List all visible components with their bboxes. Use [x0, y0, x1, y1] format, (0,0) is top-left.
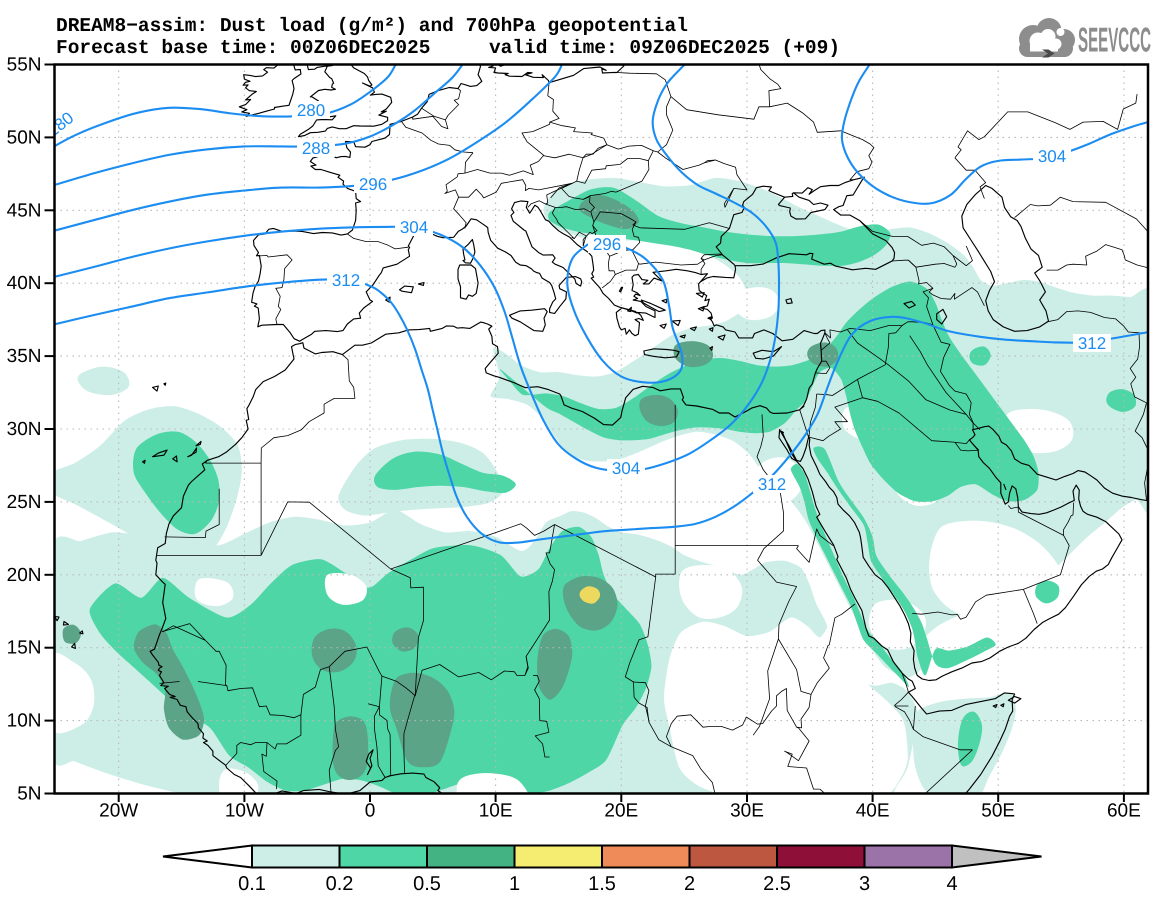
svg-text:35N: 35N	[7, 346, 42, 367]
svg-text:304: 304	[612, 459, 640, 478]
svg-text:296: 296	[593, 235, 621, 254]
svg-text:10N: 10N	[7, 711, 42, 732]
svg-text:3: 3	[859, 873, 870, 895]
svg-text:4: 4	[946, 873, 957, 895]
svg-text:10W: 10W	[225, 801, 264, 822]
svg-text:2: 2	[684, 873, 695, 895]
svg-text:60E: 60E	[1107, 801, 1141, 822]
svg-text:1.5: 1.5	[588, 873, 616, 895]
svg-text:0.1: 0.1	[238, 873, 266, 895]
svg-text:10E: 10E	[479, 801, 513, 822]
svg-text:312: 312	[1078, 334, 1106, 353]
svg-text:SEEVCCC: SEEVCCC	[1078, 22, 1151, 60]
svg-text:296: 296	[359, 175, 387, 194]
svg-text:1: 1	[509, 873, 520, 895]
svg-text:20W: 20W	[99, 801, 138, 822]
svg-text:0: 0	[365, 801, 376, 822]
svg-text:288: 288	[302, 139, 330, 158]
svg-text:50N: 50N	[7, 127, 42, 148]
svg-text:312: 312	[758, 475, 786, 494]
svg-text:15N: 15N	[7, 638, 42, 659]
svg-text:312: 312	[332, 271, 360, 290]
svg-text:25N: 25N	[7, 492, 42, 513]
svg-text:40E: 40E	[856, 801, 890, 822]
svg-text:0.5: 0.5	[413, 873, 441, 895]
svg-text:Forecast base time: 00Z06DEC20: Forecast base time: 00Z06DEC2025 valid t…	[56, 37, 840, 59]
svg-text:5N: 5N	[17, 784, 41, 805]
svg-text:20N: 20N	[7, 565, 42, 586]
svg-text:40N: 40N	[7, 273, 42, 294]
svg-text:20E: 20E	[604, 801, 638, 822]
svg-text:50E: 50E	[981, 801, 1015, 822]
svg-text:45N: 45N	[7, 200, 42, 221]
svg-text:304: 304	[400, 218, 428, 237]
svg-text:0.2: 0.2	[326, 873, 354, 895]
svg-text:DREAM8−assim: Dust load (g/m²): DREAM8−assim: Dust load (g/m²) and 700hP…	[56, 15, 688, 37]
svg-text:2.5: 2.5	[763, 873, 791, 895]
svg-text:304: 304	[1038, 147, 1066, 166]
svg-text:55N: 55N	[7, 55, 42, 76]
svg-text:30N: 30N	[7, 419, 42, 440]
svg-text:30E: 30E	[730, 801, 764, 822]
svg-text:280: 280	[297, 101, 325, 120]
